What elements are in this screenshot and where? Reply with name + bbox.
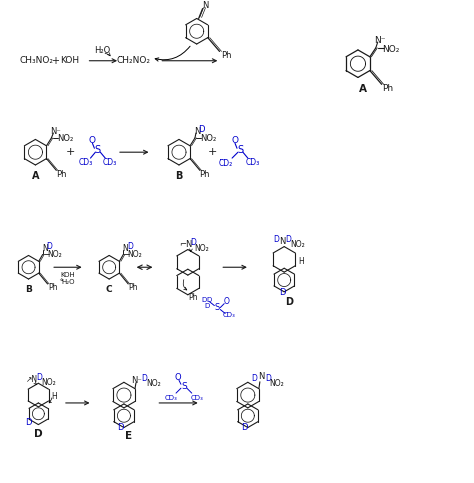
Text: NO₂: NO₂	[269, 379, 284, 388]
Text: N⁻: N⁻	[374, 36, 385, 44]
Text: CD₃: CD₃	[78, 157, 93, 167]
Text: A: A	[359, 84, 367, 94]
Text: D: D	[25, 418, 32, 427]
Text: N: N	[194, 127, 200, 136]
Text: N: N	[122, 244, 128, 253]
Text: D: D	[46, 242, 53, 251]
Text: Ph: Ph	[188, 293, 198, 302]
Text: Ph: Ph	[56, 170, 66, 179]
Text: NO₂: NO₂	[146, 379, 161, 388]
Text: N⁻: N⁻	[132, 376, 142, 385]
Text: O: O	[223, 297, 229, 306]
Text: D: D	[265, 374, 271, 384]
Text: D: D	[204, 302, 209, 309]
Text: O: O	[175, 373, 182, 382]
Text: B: B	[175, 171, 182, 181]
Text: KOH: KOH	[61, 272, 75, 278]
Text: CD₃: CD₃	[246, 157, 260, 167]
Text: D: D	[201, 297, 206, 303]
Text: Ph: Ph	[48, 284, 57, 292]
Text: ↗N: ↗N	[26, 375, 37, 384]
Text: O: O	[89, 136, 96, 145]
Text: D: D	[36, 373, 42, 382]
Text: Ph: Ph	[128, 284, 138, 292]
Text: D: D	[34, 429, 43, 440]
Text: S: S	[94, 145, 100, 155]
Text: +: +	[51, 56, 59, 66]
Text: D: D	[190, 238, 196, 247]
Text: S: S	[181, 382, 187, 391]
Text: S: S	[237, 145, 243, 155]
Text: N: N	[279, 237, 285, 246]
Text: N: N	[258, 372, 264, 382]
Text: N: N	[202, 1, 209, 10]
Text: O: O	[231, 136, 238, 145]
Text: NO₂: NO₂	[291, 240, 305, 249]
Text: C̄D₂: C̄D₂	[219, 158, 233, 168]
Text: CH₃NO₂: CH₃NO₂	[20, 56, 54, 65]
Text: N⁻: N⁻	[50, 127, 61, 136]
Text: H: H	[298, 257, 304, 266]
Text: D: D	[127, 242, 133, 251]
Text: H₂O: H₂O	[94, 46, 110, 56]
Text: D: D	[117, 423, 123, 432]
Text: Ph: Ph	[221, 51, 232, 60]
Text: B: B	[25, 285, 32, 294]
Text: NO₂: NO₂	[194, 244, 209, 253]
Text: NO₂: NO₂	[57, 134, 73, 143]
Text: CD₃: CD₃	[165, 395, 177, 401]
Text: D: D	[285, 235, 291, 244]
Text: CD₃: CD₃	[190, 395, 203, 401]
Text: KOH: KOH	[60, 56, 80, 65]
Text: NO₂: NO₂	[47, 250, 62, 259]
Text: D: D	[241, 423, 247, 432]
Text: D: D	[207, 297, 212, 303]
Text: ⌐N: ⌐N	[179, 240, 192, 249]
Text: CD₃: CD₃	[103, 157, 117, 167]
Text: N: N	[42, 244, 47, 253]
Text: D: D	[273, 235, 279, 244]
Text: D: D	[141, 374, 147, 384]
Text: D: D	[199, 125, 205, 134]
Text: E: E	[125, 431, 132, 441]
Text: NO₂: NO₂	[128, 250, 143, 259]
Text: C: C	[106, 285, 112, 294]
Text: H₂O: H₂O	[61, 279, 74, 285]
Text: +: +	[66, 147, 75, 157]
Text: Ph: Ph	[382, 84, 393, 93]
Text: H: H	[51, 392, 57, 400]
Text: CD₃: CD₃	[223, 313, 236, 318]
Text: D: D	[251, 374, 257, 384]
Text: A: A	[32, 171, 39, 181]
Text: NO₂: NO₂	[41, 378, 55, 387]
Text: C̄H₂NO₂: C̄H₂NO₂	[117, 56, 151, 65]
Text: NO₂: NO₂	[382, 45, 399, 55]
Text: Ph: Ph	[200, 170, 210, 179]
Text: NO₂: NO₂	[200, 134, 216, 143]
Text: S: S	[215, 303, 220, 312]
Text: D: D	[279, 288, 285, 298]
Text: D: D	[285, 297, 293, 307]
Text: +: +	[208, 147, 217, 157]
